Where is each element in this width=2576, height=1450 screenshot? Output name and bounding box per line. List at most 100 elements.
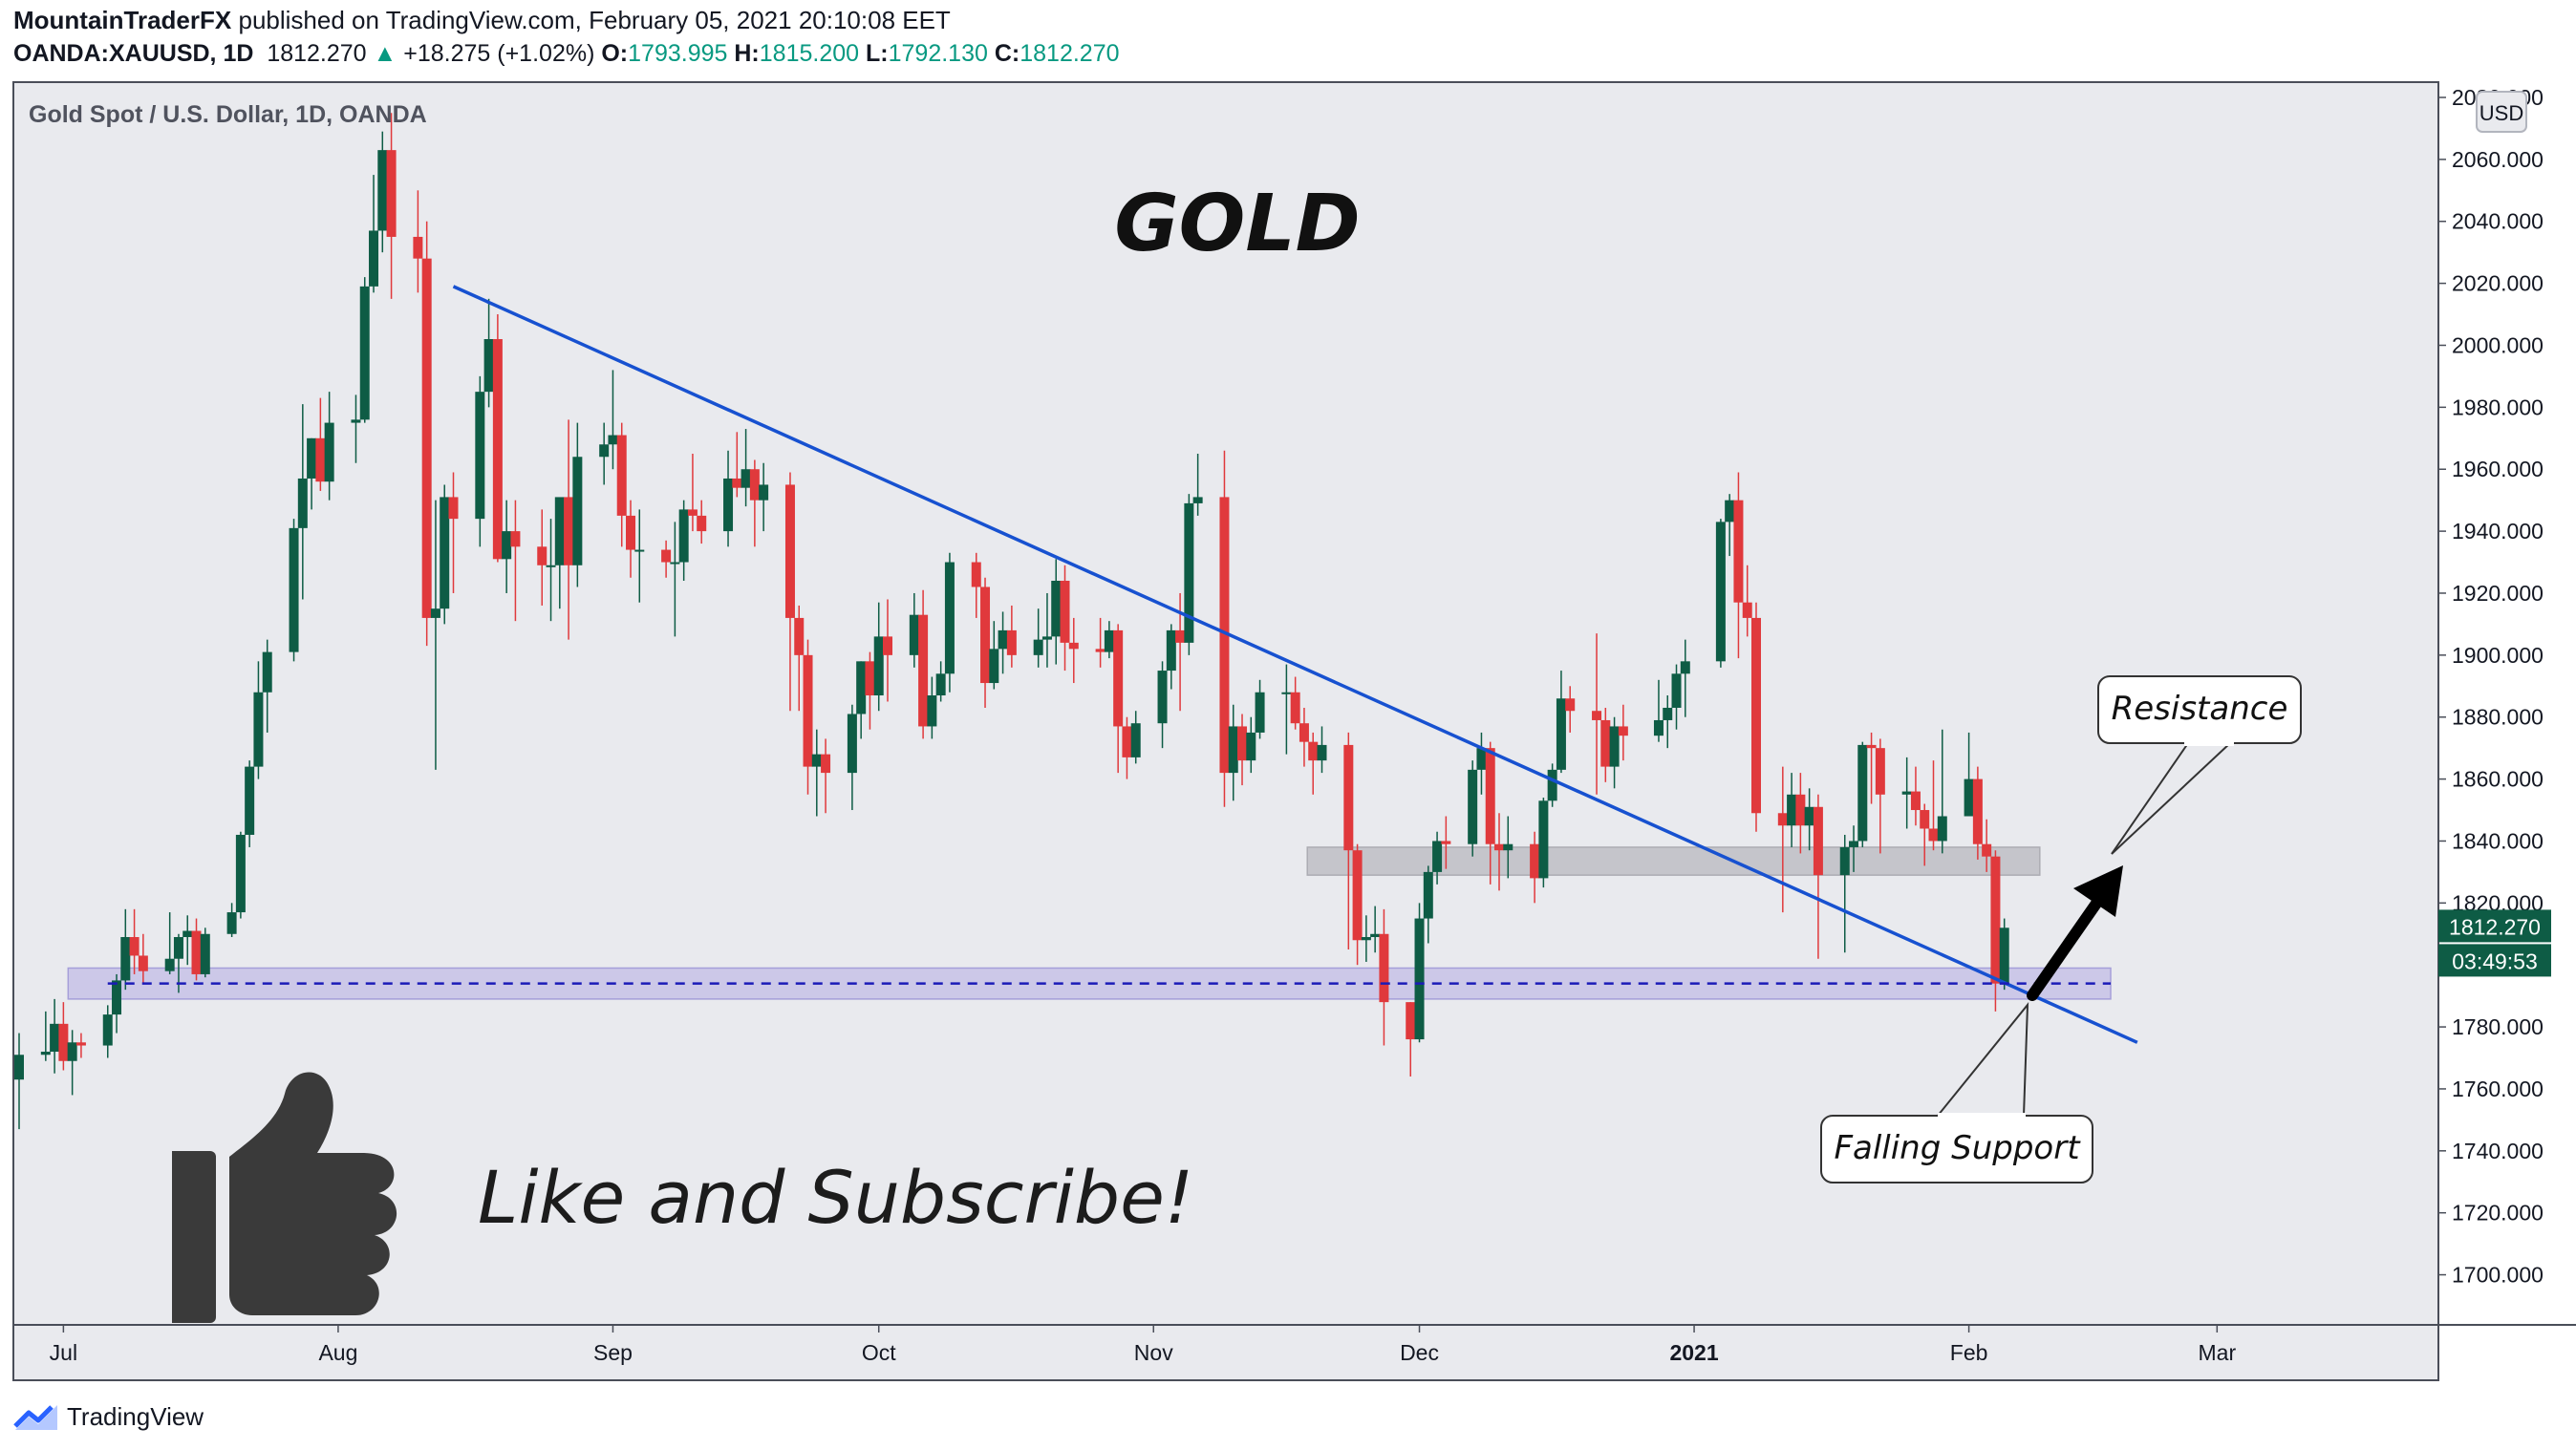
candle — [1432, 831, 1443, 885]
resistance-zone — [1306, 846, 2041, 876]
candle — [873, 602, 884, 712]
candle — [1033, 608, 1043, 668]
candle — [882, 599, 892, 702]
candle-body — [14, 1055, 24, 1080]
like-subscribe-text: Like and Subscribe! — [478, 1155, 1193, 1240]
candle — [440, 484, 450, 625]
candle — [927, 676, 937, 739]
last-price: 1812.270 — [267, 40, 367, 67]
candle-body — [1290, 692, 1300, 724]
author-name[interactable]: MountainTraderFX — [13, 6, 232, 34]
candle — [1982, 819, 1992, 872]
candle — [1494, 813, 1505, 891]
candle — [1317, 726, 1327, 774]
candle — [608, 370, 618, 470]
candle — [67, 1030, 77, 1096]
candle-body — [1468, 769, 1478, 844]
candle — [1370, 906, 1381, 953]
close-value: 1812.270 — [1020, 40, 1120, 67]
candle-body — [120, 937, 131, 981]
candle-body — [182, 930, 193, 938]
candle — [1680, 639, 1690, 717]
x-tick-label: Nov — [1134, 1340, 1173, 1365]
candle-body — [1361, 937, 1371, 941]
candle — [537, 509, 547, 606]
candle — [865, 651, 875, 730]
candle-body — [1999, 928, 2009, 984]
candle-body — [359, 286, 370, 420]
candle-body — [1406, 1002, 1416, 1040]
candle-body — [537, 546, 547, 565]
candle-body — [1972, 778, 1983, 844]
candle-body — [998, 629, 1008, 650]
candle-body — [1352, 850, 1363, 941]
candle — [502, 500, 512, 593]
candle-body — [386, 150, 397, 237]
falling-trendline — [452, 285, 2138, 1044]
candle-body — [1041, 636, 1052, 640]
candle-body — [1600, 719, 1611, 767]
candle — [811, 729, 822, 817]
candle — [289, 519, 299, 662]
open-label: O: — [601, 40, 629, 67]
candle-body — [1609, 726, 1620, 767]
candle-body — [732, 478, 742, 488]
candle-body — [67, 1042, 77, 1061]
candle-body — [882, 636, 892, 655]
candle — [1715, 519, 1726, 668]
candle-body — [1423, 871, 1433, 919]
candle-body — [1494, 843, 1505, 851]
candle-body — [1530, 843, 1540, 879]
candle — [1849, 825, 1859, 872]
candle-body — [129, 937, 140, 956]
tradingview-brand[interactable]: TradingView — [13, 1402, 204, 1432]
y-tick-label: 1700.000 — [2452, 1263, 2544, 1288]
candle-body — [811, 754, 822, 767]
candle-body — [626, 515, 636, 550]
candle-body — [856, 661, 867, 714]
high-label: H: — [734, 40, 760, 67]
candle — [634, 509, 645, 603]
candle — [1281, 664, 1292, 755]
candle — [1972, 766, 1983, 860]
falling-support-label: Falling Support — [1834, 1129, 2081, 1167]
candle — [200, 928, 210, 978]
candle — [1866, 732, 1877, 804]
change-value: +18.275 (+1.02%) — [403, 40, 595, 67]
candle — [1565, 686, 1576, 733]
y-tick-label: 2000.000 — [2452, 332, 2544, 357]
candle — [1255, 679, 1265, 739]
candle — [1361, 915, 1371, 962]
candle-body — [1928, 828, 1939, 842]
candle-body — [634, 549, 645, 552]
candle-body — [173, 937, 183, 959]
candle — [572, 422, 583, 587]
candle-body — [50, 1023, 60, 1053]
candle-body — [440, 497, 450, 609]
candle — [856, 661, 867, 739]
candle-body — [1680, 661, 1690, 674]
candle — [120, 908, 131, 991]
candle-body — [1964, 778, 1974, 817]
y-tick-label: 1900.000 — [2452, 643, 2544, 668]
candle — [1352, 843, 1363, 966]
candle — [1423, 865, 1433, 944]
candle-body — [1104, 629, 1114, 652]
candle — [687, 454, 698, 532]
candle-body — [1618, 726, 1628, 736]
currency-badge[interactable] — [2476, 91, 2527, 133]
candle-body — [1920, 810, 1930, 829]
candle — [1671, 664, 1682, 730]
candle — [1192, 454, 1203, 516]
candle — [1468, 760, 1478, 857]
candle-body — [1901, 791, 1912, 795]
y-tick-label: 1960.000 — [2452, 457, 2544, 481]
candle — [1857, 741, 1868, 847]
candle-body — [253, 692, 264, 767]
last-price-tag-label: 1812.270 — [2449, 914, 2541, 939]
candle — [1441, 816, 1451, 869]
candle — [1228, 704, 1238, 801]
candle — [1928, 760, 1939, 851]
x-tick-label: Dec — [1400, 1340, 1439, 1365]
